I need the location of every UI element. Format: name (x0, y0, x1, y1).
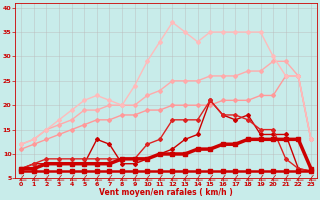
X-axis label: Vent moyen/en rafales ( km/h ): Vent moyen/en rafales ( km/h ) (99, 188, 233, 197)
